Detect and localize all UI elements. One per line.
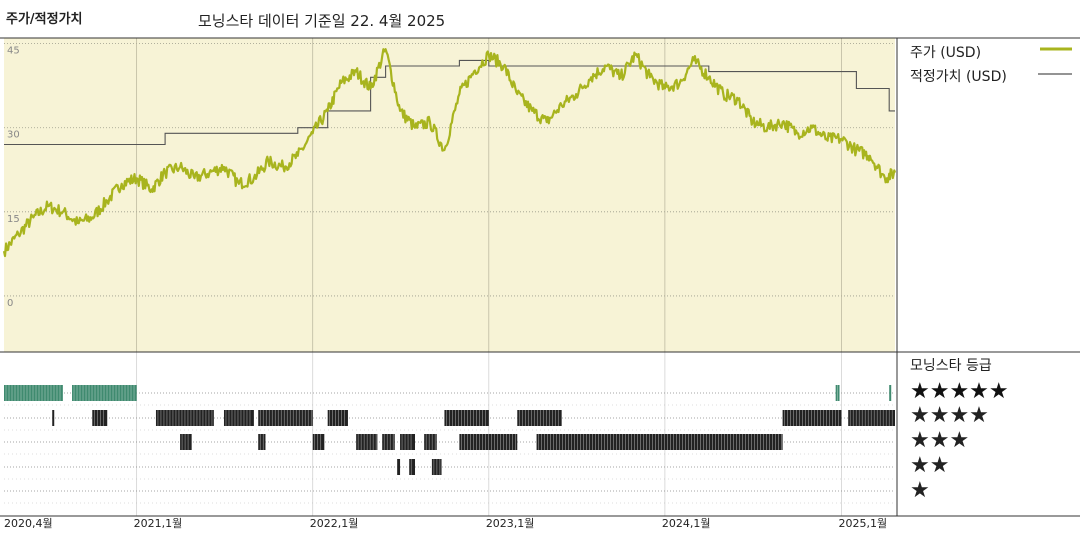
rating-bar-fill bbox=[180, 434, 192, 450]
rating-bar-4-star bbox=[517, 410, 562, 426]
rating-bar-fill bbox=[356, 434, 378, 450]
rating-bar-3-star bbox=[312, 434, 325, 450]
legend-swatches bbox=[1038, 47, 1072, 75]
x-tick-label: 2021,1월 bbox=[134, 517, 183, 530]
y-tick-label: 30 bbox=[7, 130, 20, 141]
rating-bar-3-star bbox=[459, 434, 518, 450]
star-row-2: ★★ bbox=[910, 453, 950, 478]
rating-bar-fill bbox=[382, 434, 395, 450]
rating-bar-2-star bbox=[409, 459, 416, 475]
rating-bar-4-star bbox=[258, 410, 313, 426]
star-row-4: ★★★★ bbox=[910, 403, 989, 428]
rating-title: 모닝스타 등급 bbox=[910, 358, 992, 374]
rating-bar-4-star bbox=[52, 410, 55, 426]
series-layer bbox=[2, 48, 897, 258]
rating-bar-3-star bbox=[536, 434, 783, 450]
chart-background bbox=[4, 38, 895, 352]
rating-bar-fill bbox=[889, 385, 892, 401]
rating-bar-3-star bbox=[180, 434, 192, 450]
y-axis: 0 15 30 45 bbox=[7, 46, 20, 309]
rating-bar-2-star bbox=[431, 459, 442, 475]
rating-bar-5-star bbox=[4, 385, 63, 401]
y-tick-label: 0 bbox=[7, 298, 13, 309]
rating-bar-fill bbox=[848, 410, 895, 426]
legend-price: 주가 (USD) bbox=[910, 45, 982, 61]
rating-bar-4-star bbox=[444, 410, 489, 426]
rating-bar-5-star bbox=[72, 385, 137, 401]
x-tick-label: 2020,4월 bbox=[4, 517, 53, 530]
rating-bar-2-star bbox=[397, 459, 401, 475]
rating-bar-fill bbox=[397, 459, 401, 475]
rating-bar-4-star bbox=[327, 410, 348, 426]
rating-bar-5-star bbox=[889, 385, 892, 401]
rating-bar-fill bbox=[536, 434, 783, 450]
chart-title: 주가/적정가치 bbox=[6, 12, 83, 27]
rating-bar-fill bbox=[409, 459, 416, 475]
x-axis: 2020,4월 2021,1월 2022,1월 2023,1월 2024,1월 2025,… bbox=[4, 517, 887, 530]
x-tick-label: 2025,1월 bbox=[838, 517, 887, 530]
legend-fair-value: 적정가치 (USD) bbox=[910, 69, 1007, 85]
rating-strip bbox=[4, 385, 895, 504]
rating-bar-4-star bbox=[92, 410, 108, 426]
rating-bar-4-star bbox=[848, 410, 895, 426]
star-row-5: ★★★★★ bbox=[910, 379, 1009, 404]
rating-bar-3-star bbox=[382, 434, 395, 450]
rating-bar-3-star bbox=[424, 434, 437, 450]
y-tick-label: 45 bbox=[7, 46, 20, 57]
chart-frame bbox=[0, 37, 1080, 517]
rating-bar-fill bbox=[72, 385, 137, 401]
x-tick-label: 2024,1월 bbox=[662, 517, 711, 530]
price-line bbox=[2, 48, 897, 258]
rating-bar-3-star bbox=[400, 434, 416, 450]
y-tick-label: 15 bbox=[7, 214, 20, 225]
rating-bar-fill bbox=[52, 410, 55, 426]
x-tick-label: 2023,1월 bbox=[486, 517, 535, 530]
chart-subtitle: 모닝스타 데이터 기준일 22. 4월 2025 bbox=[198, 12, 446, 30]
rating-bar-3-star bbox=[356, 434, 378, 450]
rating-bar-4-star bbox=[155, 410, 214, 426]
rating-bar-fill bbox=[223, 410, 254, 426]
rating-bar-4-star bbox=[782, 410, 842, 426]
plot-area bbox=[4, 38, 895, 352]
rating-bar-fill bbox=[312, 434, 325, 450]
star-row-1: ★ bbox=[910, 478, 930, 503]
fair-value-line bbox=[4, 59, 895, 146]
rating-bar-fill bbox=[258, 434, 266, 450]
rating-bar-5-star bbox=[835, 385, 840, 401]
star-row-3: ★★★ bbox=[910, 428, 970, 453]
rating-bar-fill bbox=[424, 434, 437, 450]
rating-bar-3-star bbox=[258, 434, 266, 450]
x-tick-label: 2022,1월 bbox=[310, 517, 359, 530]
rating-bar-4-star bbox=[223, 410, 254, 426]
